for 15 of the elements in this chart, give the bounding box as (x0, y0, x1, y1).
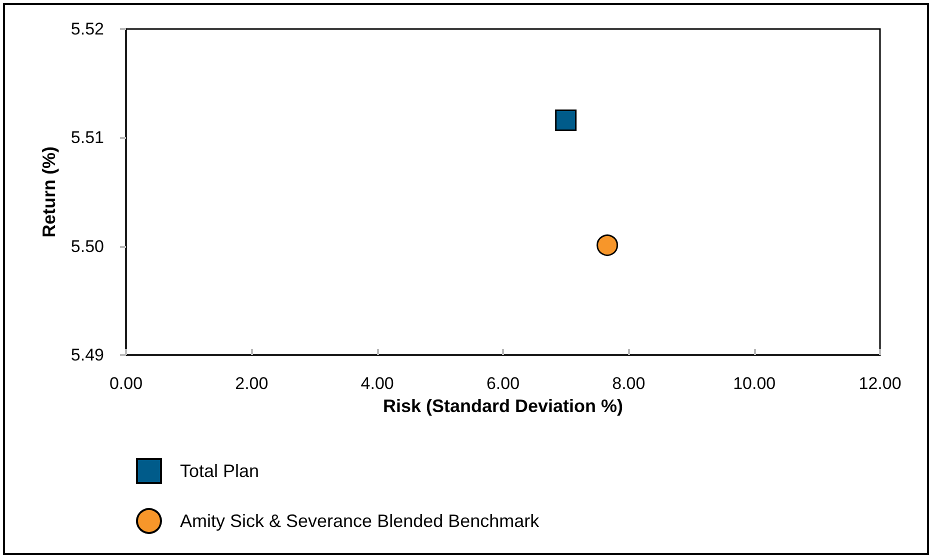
x-tick-label: 2.00 (235, 374, 268, 393)
x-tick-label: 4.00 (360, 374, 394, 393)
y-axis-title: Return (%) (39, 146, 59, 238)
x-axis-title: Risk (Standard Deviation %) (382, 396, 624, 416)
y-tick-label: 5.52 (70, 20, 104, 38)
y-tick-label: 5.51 (70, 128, 104, 148)
y-tick-label: 5.50 (70, 236, 104, 256)
x-tick-label: 6.00 (486, 374, 520, 393)
legend-label: Total Plan (180, 461, 260, 481)
y-tick-label: 5.49 (70, 346, 104, 364)
x-tick-label: 12.00 (858, 374, 902, 393)
x-tick-label: 10.00 (733, 374, 776, 393)
x-tick-label: 0.00 (109, 374, 143, 393)
legend-label: Amity Sick & Severance Blended Benchmark (180, 511, 540, 531)
x-tick-label: 8.00 (612, 374, 646, 393)
